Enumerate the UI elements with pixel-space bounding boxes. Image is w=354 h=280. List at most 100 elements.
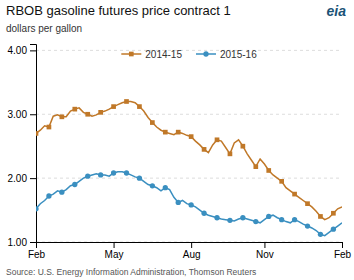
y-tick: 4.00 [8, 45, 36, 56]
legend-marker [203, 51, 208, 56]
marker [85, 112, 90, 117]
x-tick-label: Nov [256, 249, 274, 260]
marker [176, 200, 181, 205]
annotation: eia [327, 3, 347, 19]
x-tick-label: Feb [28, 249, 46, 260]
marker [266, 168, 271, 173]
marker [227, 218, 232, 223]
title: RBOB gasoline futures price contract 1 [6, 3, 231, 18]
marker [163, 130, 168, 135]
plot: 1.002.003.004.00FebMayAugNovFeb2014-1520… [8, 45, 352, 261]
marker [150, 183, 155, 188]
y-tick-mark [30, 178, 36, 179]
marker [137, 175, 142, 180]
marker [292, 217, 297, 222]
y-tick-mark [30, 242, 36, 243]
marker [240, 215, 245, 220]
x-tick: Feb [334, 242, 352, 260]
marker [72, 182, 77, 187]
marker [150, 120, 155, 125]
marker [59, 190, 64, 195]
x-tick-mark [114, 242, 115, 248]
marker [241, 144, 246, 149]
marker [111, 104, 116, 109]
legend-label: 2014-15 [145, 49, 182, 60]
y-tick-label: 2.00 [8, 173, 28, 184]
marker [98, 172, 103, 177]
marker [176, 130, 181, 135]
x-tick-mark [191, 242, 192, 248]
series-markers [36, 170, 336, 237]
marker [331, 227, 336, 232]
y-tick-label: 4.00 [8, 45, 28, 56]
marker [47, 125, 52, 130]
x-tick-label: Feb [334, 249, 352, 260]
marker [214, 215, 219, 220]
marker [318, 214, 323, 219]
grid-line [36, 50, 342, 51]
x-tick: Nov [256, 242, 274, 260]
series-line [36, 101, 342, 219]
marker [279, 217, 284, 222]
y-axis-label: dollars per gallon [6, 23, 82, 34]
marker [189, 202, 194, 207]
marker [331, 211, 336, 216]
y-tick: 3.00 [8, 109, 36, 120]
marker [253, 219, 258, 224]
marks [36, 99, 342, 237]
marker [228, 152, 233, 157]
marker [124, 99, 129, 104]
marker [124, 170, 129, 175]
marker [46, 193, 51, 198]
marker [36, 131, 38, 136]
series-markers [36, 99, 336, 219]
legend: 2014-15 2015-16 [121, 49, 257, 60]
marker [111, 170, 116, 175]
marker [266, 214, 271, 219]
marker [60, 114, 65, 119]
chart: RBOB gasoline futures price contract 1 do… [0, 0, 354, 280]
x-axis: Feb May Aug Nov Feb [28, 242, 352, 260]
x-tick: May [105, 242, 124, 260]
marker [137, 104, 142, 109]
y-tick: 1.00 [8, 237, 36, 248]
marker [36, 206, 39, 211]
marker [72, 107, 77, 112]
x-tick-label: May [105, 249, 124, 260]
series-line [36, 172, 342, 236]
legend-label: 2015-16 [220, 49, 257, 60]
marker [85, 174, 90, 179]
marker [305, 201, 310, 206]
marker [189, 134, 194, 139]
legend-item: 2014-15 [121, 49, 182, 60]
marker [253, 164, 258, 169]
y-axis-line [30, 45, 37, 243]
marker [279, 179, 284, 184]
marker [98, 110, 103, 115]
y-tick-mark [30, 50, 36, 51]
marker [201, 211, 206, 216]
y-tick-label: 3.00 [8, 109, 28, 120]
x-tick-mark [342, 242, 343, 248]
grid [36, 50, 342, 242]
x-tick: Aug [183, 242, 201, 260]
y-tick-mark [30, 114, 36, 115]
marker [318, 232, 323, 237]
x-axis-line [37, 243, 343, 249]
x-tick-label: Aug [183, 249, 201, 260]
y-tick-label: 1.00 [8, 237, 28, 248]
y-tick: 2.00 [8, 173, 36, 184]
annotation: Source: U.S. Energy Information Administ… [6, 267, 256, 277]
marker [305, 223, 310, 228]
x-tick: Feb [28, 242, 46, 260]
marker [202, 147, 207, 152]
marker [215, 137, 220, 142]
x-tick-mark [36, 242, 37, 248]
y-axis: 1.00 2.00 3.00 4.00 [8, 45, 37, 248]
legend-item: 2015-16 [196, 49, 257, 60]
legend-marker [129, 52, 134, 57]
marker [292, 192, 297, 197]
marker [163, 185, 168, 190]
x-tick-mark [264, 242, 265, 248]
grid-line [36, 114, 342, 115]
